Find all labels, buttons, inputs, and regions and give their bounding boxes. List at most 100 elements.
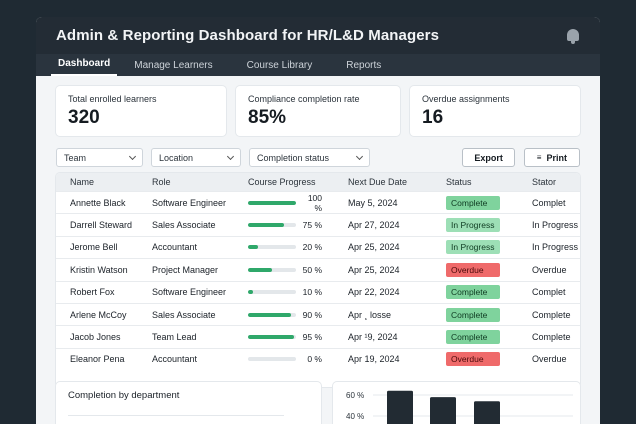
table-row[interactable]: Kristin Watson Project Manager 50 % Apr 25,… bbox=[56, 258, 580, 280]
chevron-down-icon bbox=[356, 152, 364, 160]
export-button[interactable]: Export bbox=[462, 148, 515, 167]
bell-icon[interactable] bbox=[566, 28, 580, 44]
status-badge: Complete bbox=[446, 195, 500, 210]
learner-name: Darrell Steward bbox=[70, 220, 133, 231]
status-cell: Overdue bbox=[446, 352, 532, 367]
table-row[interactable]: Eleanor Pena Accountant 0 % Apr 19, 2024 Ove… bbox=[56, 347, 580, 370]
progress-percent: 75 % bbox=[302, 220, 322, 231]
y-tick-label: 40 % bbox=[346, 412, 364, 421]
progress-bar bbox=[248, 290, 296, 295]
learner-role: Sales Associate bbox=[152, 220, 216, 231]
course-progress: 20 % bbox=[248, 242, 348, 252]
table-row[interactable]: Jerome Bell Accountant 20 % Apr 25, 2024 In … bbox=[56, 235, 580, 258]
kpi-value: 85% bbox=[248, 107, 287, 128]
column-header[interactable]: Next Due Date bbox=[348, 177, 408, 187]
tab-dashboard[interactable]: Dashboard bbox=[51, 58, 118, 76]
kpi-overdue: Overdue assignments 16 bbox=[410, 86, 580, 136]
completion-status-select[interactable]: Completion status bbox=[248, 148, 371, 167]
status-cell: Complete bbox=[446, 195, 532, 210]
course-progress: 50 % bbox=[248, 265, 348, 275]
department-bar-chart: 60 % 40 % bbox=[346, 390, 573, 424]
status-cell: Complete bbox=[446, 307, 532, 322]
next-due-date: May 5, 2024 bbox=[348, 197, 398, 208]
next-due-date: Apr 19, 2024 bbox=[348, 354, 400, 365]
progress-percent: 100 % bbox=[307, 192, 322, 213]
progress-bar bbox=[248, 312, 296, 317]
table-row[interactable]: Annette Black Software Engineer 100 % May 5… bbox=[56, 191, 580, 213]
tab-manage-learners[interactable]: Manage Learners bbox=[134, 60, 213, 71]
course-progress: 10 % bbox=[248, 287, 348, 297]
table-row[interactable]: Darrell Steward Sales Associate 75 % Apr 27… bbox=[56, 213, 580, 235]
learner-role: Accountant bbox=[152, 242, 198, 253]
panel-title: Completion by department bbox=[68, 390, 180, 401]
status-badge: Complete bbox=[446, 285, 500, 300]
app-title: Admin & Reporting Dashboard for HR/L&D M… bbox=[56, 27, 440, 44]
tab-course-library[interactable]: Course Library bbox=[246, 60, 313, 71]
next-due-date: Apr ¹9, 2024 bbox=[348, 332, 398, 343]
chart-bar[interactable] bbox=[387, 390, 413, 424]
column-header[interactable]: Status bbox=[446, 177, 472, 187]
status-badge: Overdue bbox=[446, 352, 500, 367]
chart-bar[interactable] bbox=[430, 397, 456, 424]
y-tick-label: 60 % bbox=[346, 391, 364, 400]
progress-bar bbox=[248, 335, 296, 340]
status-badge: In Progress bbox=[446, 218, 500, 233]
table-row[interactable]: Jacob Jones Team Lead 95 % Apr ¹9, 2024 Comp… bbox=[56, 325, 580, 347]
table-row[interactable]: Robert Fox Software Engineer 10 % Apr 22, 2… bbox=[56, 280, 580, 303]
table-row[interactable]: Arlene McCoy Sales Associate 90 % Apr ¸ los… bbox=[56, 302, 580, 325]
progress-bar bbox=[248, 223, 296, 228]
tab-reports[interactable]: Reports bbox=[346, 60, 382, 71]
print-button[interactable]: ≡ Print bbox=[523, 148, 580, 167]
progress-fill bbox=[248, 312, 292, 317]
progress-percent: 0 % bbox=[307, 354, 322, 365]
learner-role: Software Engineer bbox=[152, 197, 227, 208]
column-header[interactable]: Course Progress bbox=[248, 177, 316, 187]
status-badge: Complete bbox=[446, 330, 500, 345]
learners-table: Name Role Course Progress Next Due Date … bbox=[56, 173, 580, 387]
chevron-down-icon bbox=[128, 152, 137, 160]
progress-fill bbox=[248, 267, 272, 272]
chevron-down-icon bbox=[226, 152, 234, 160]
learner-name: Jerome Bell bbox=[70, 242, 118, 253]
status-cell: In Progress bbox=[446, 218, 532, 233]
menu-icon: ≡ bbox=[536, 153, 542, 162]
learner-name: Kristin Watson bbox=[70, 264, 128, 275]
progress-fill bbox=[248, 335, 294, 340]
learner-name: Eleanor Pena bbox=[70, 354, 125, 365]
learner-name: Annette Black bbox=[70, 197, 126, 208]
learner-role: Sales Associate bbox=[152, 309, 216, 320]
nav-tabs: Dashboard Manage Learners Course Library… bbox=[36, 54, 600, 76]
location-select[interactable]: Location bbox=[151, 148, 241, 167]
chart-panel: 60 % 40 % bbox=[333, 382, 580, 424]
divider bbox=[68, 415, 284, 416]
kpi-value: 16 bbox=[422, 107, 444, 128]
select-label: Team bbox=[64, 152, 87, 163]
status-cell: In Progress bbox=[446, 240, 532, 255]
learner-name: Jacob Jones bbox=[70, 332, 121, 343]
stator-cell: Complet bbox=[532, 197, 566, 208]
kpi-label: Compliance completion rate bbox=[248, 94, 360, 104]
progress-bar bbox=[248, 267, 296, 272]
course-progress: 95 % bbox=[248, 332, 348, 342]
progress-fill bbox=[248, 223, 284, 228]
status-badge: Complete bbox=[446, 307, 500, 322]
export-label: Export bbox=[474, 152, 503, 163]
next-due-date: Apr 22, 2024 bbox=[348, 287, 400, 298]
team-select[interactable]: Team bbox=[56, 148, 143, 167]
progress-percent: 50 % bbox=[302, 264, 322, 275]
next-due-date: Apr 25, 2024 bbox=[348, 242, 400, 253]
stator-cell: In Progress bbox=[532, 220, 579, 231]
progress-percent: 10 % bbox=[302, 287, 322, 298]
course-progress: 90 % bbox=[248, 310, 348, 320]
chart-bar[interactable] bbox=[474, 401, 500, 424]
status-cell: Complete bbox=[446, 330, 532, 345]
learner-name: Robert Fox bbox=[70, 287, 115, 298]
column-header[interactable]: Role bbox=[152, 177, 171, 187]
stator-cell: Complete bbox=[532, 332, 571, 343]
progress-fill bbox=[248, 290, 253, 295]
column-header[interactable]: Name bbox=[70, 177, 95, 187]
stator-cell: Complete bbox=[532, 309, 571, 320]
kpi-total-enrolled: Total enrolled learners 320 bbox=[56, 86, 226, 136]
status-badge: Overdue bbox=[446, 262, 500, 277]
column-header[interactable]: Stator bbox=[532, 177, 557, 187]
